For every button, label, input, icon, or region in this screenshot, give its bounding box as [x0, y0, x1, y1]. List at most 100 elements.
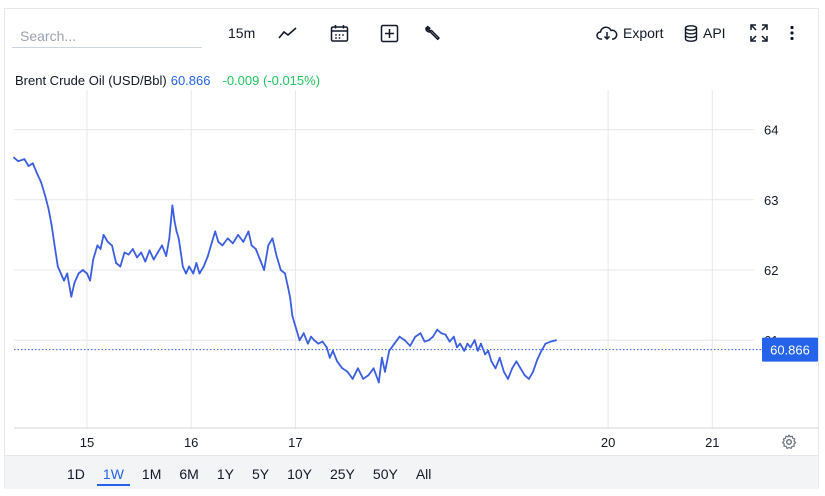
- data-point: [123, 251, 126, 254]
- data-point: [427, 339, 430, 342]
- interval-label: 15m: [228, 25, 256, 41]
- range-button-10y[interactable]: 10Y: [287, 466, 312, 482]
- range-button-1y[interactable]: 1Y: [216, 466, 234, 482]
- data-point: [494, 367, 497, 370]
- add-indicator-button[interactable]: [380, 20, 399, 46]
- range-button-1d[interactable]: 1D: [67, 466, 85, 482]
- data-point: [171, 204, 174, 207]
- instrument-name: Brent Crude Oil (USD/Bbl): [15, 73, 167, 88]
- data-point: [302, 332, 305, 335]
- data-point: [267, 244, 270, 247]
- data-point: [351, 378, 354, 380]
- data-point: [63, 279, 65, 282]
- data-point: [432, 335, 434, 338]
- chart-settings-button[interactable]: [781, 434, 797, 455]
- calendar-button[interactable]: [330, 20, 349, 46]
- data-point: [115, 262, 117, 264]
- range-button-1w[interactable]: 1W: [96, 464, 130, 486]
- range-button-all[interactable]: All: [415, 466, 432, 482]
- data-point: [198, 272, 201, 275]
- data-point: [271, 237, 274, 240]
- data-point: [165, 255, 168, 257]
- data-point: [175, 230, 178, 233]
- data-point: [66, 272, 69, 275]
- vertical-dots-icon: [789, 25, 795, 41]
- data-point: [232, 242, 234, 245]
- data-point: [89, 279, 91, 282]
- data-point: [367, 374, 370, 377]
- range-button-25y[interactable]: 25Y: [329, 466, 355, 482]
- data-point: [325, 346, 328, 349]
- data-point: [490, 360, 493, 363]
- line-chart-icon: [278, 26, 298, 40]
- data-point: [291, 314, 294, 317]
- data-point: [487, 349, 490, 352]
- more-menu-button[interactable]: [789, 20, 795, 46]
- data-point: [92, 258, 95, 261]
- data-point: [528, 378, 530, 380]
- data-point: [148, 249, 151, 252]
- range-button-5y[interactable]: 5Y: [251, 466, 270, 482]
- data-point: [127, 253, 130, 256]
- data-point: [466, 342, 469, 345]
- data-point: [476, 349, 479, 352]
- data-point: [409, 345, 411, 347]
- cloud-download-icon: [596, 25, 618, 41]
- range-button-6m[interactable]: 6M: [179, 466, 199, 482]
- api-button[interactable]: API: [684, 20, 726, 46]
- data-point: [540, 349, 543, 352]
- data-point: [86, 272, 88, 275]
- data-point: [221, 244, 224, 247]
- search-input[interactable]: [12, 24, 202, 48]
- data-point: [181, 265, 184, 268]
- data-point: [179, 251, 182, 254]
- export-label: Export: [623, 25, 664, 41]
- data-point: [31, 162, 34, 165]
- data-point: [294, 325, 297, 328]
- data-point: [188, 265, 191, 268]
- data-point: [289, 297, 292, 299]
- data-point: [185, 272, 187, 275]
- data-point: [168, 237, 171, 240]
- data-point: [250, 244, 253, 247]
- range-button-50y[interactable]: 50Y: [372, 466, 398, 482]
- data-point: [336, 360, 338, 363]
- chart-panel: [4, 8, 819, 488]
- data-point: [140, 251, 143, 254]
- data-point: [214, 230, 217, 233]
- current-price-badge: [762, 337, 818, 362]
- data-point: [152, 258, 155, 261]
- data-point: [452, 335, 455, 338]
- data-point: [507, 378, 509, 380]
- chart-type-button[interactable]: [278, 20, 298, 46]
- x-tick-label: 17: [288, 435, 302, 450]
- expand-icon: [750, 24, 768, 42]
- range-button-1m[interactable]: 1M: [141, 466, 162, 482]
- database-icon: [684, 24, 698, 42]
- data-point: [484, 353, 486, 356]
- data-point: [13, 156, 15, 159]
- range-buttons: 1D 1W 1M 6M 1Y 5Y 10Y 25Y 50Y All: [67, 464, 449, 486]
- plus-square-icon: [380, 24, 399, 43]
- interval-button[interactable]: 15m: [228, 20, 255, 46]
- data-point: [419, 332, 422, 335]
- data-point: [237, 234, 240, 236]
- data-point: [384, 370, 386, 373]
- data-point: [70, 295, 73, 298]
- data-point: [211, 241, 213, 243]
- data-point: [357, 367, 359, 370]
- fullscreen-button[interactable]: [750, 20, 768, 46]
- chart-legend: Brent Crude Oil (USD/Bbl) 60.866 -0.009 (-…: [15, 73, 320, 88]
- settings-tools-button[interactable]: [424, 20, 442, 46]
- export-button[interactable]: Export: [596, 20, 663, 46]
- data-point: [275, 255, 278, 257]
- data-point: [195, 262, 198, 264]
- data-point: [440, 332, 443, 335]
- api-label: API: [703, 25, 726, 41]
- y-tick-label: 64: [764, 123, 778, 138]
- x-tick-label: 15: [80, 435, 94, 450]
- data-point: [469, 346, 472, 349]
- data-point: [177, 237, 180, 240]
- data-point: [317, 342, 320, 345]
